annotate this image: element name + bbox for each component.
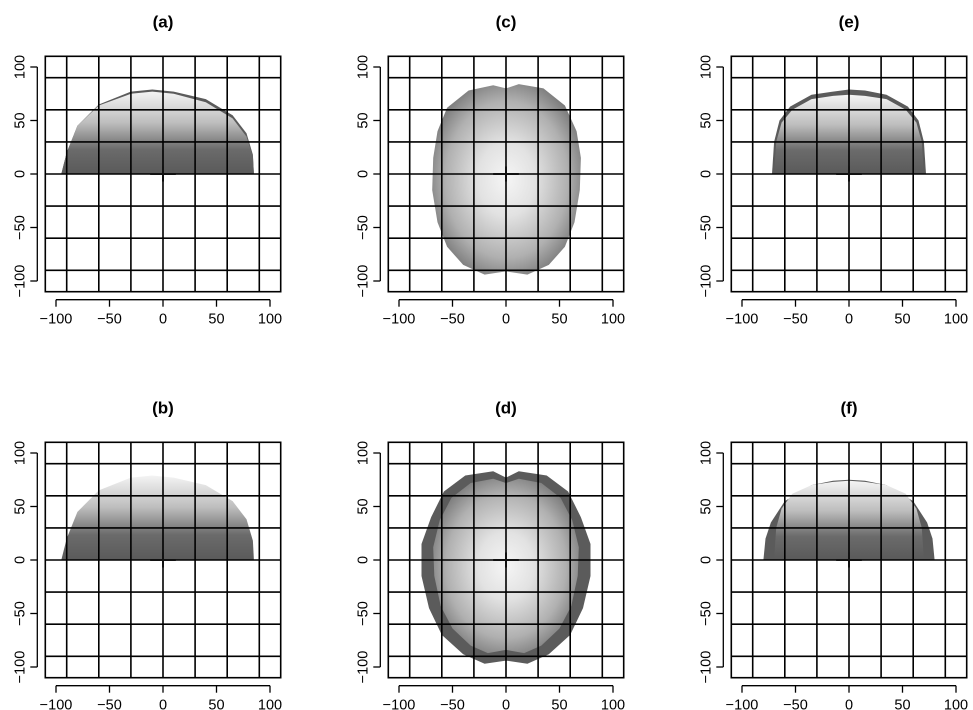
plot-frame (730, 55, 968, 293)
y-tick-label: 50 (12, 112, 28, 128)
y-tick-label: −50 (355, 601, 371, 626)
y-tick-label: 50 (355, 498, 371, 514)
x-tick-label: 100 (601, 312, 625, 328)
y-tick-label: 0 (698, 170, 714, 178)
panel-b: (b) −100 −50 0 50 100 −100 −50 0 50 100 (12, 398, 282, 710)
x-tick-label: 0 (159, 312, 167, 328)
x-tick-label: −100 (40, 312, 73, 328)
x-tick-label: 0 (502, 698, 510, 710)
y-tick-label: 100 (355, 55, 371, 79)
y-tick-label: −100 (12, 651, 28, 684)
x-tick-label: 50 (894, 698, 910, 710)
x-tick-label: 0 (502, 312, 510, 328)
plot-frame (44, 441, 282, 679)
y-tick-label: 100 (12, 55, 28, 79)
plot-frame (387, 441, 625, 679)
plot-frame (387, 55, 625, 293)
panel-title: (a) (153, 12, 174, 31)
x-tick-label: 50 (551, 312, 567, 328)
y-tick-label: 0 (698, 556, 714, 564)
x-tick-label: 100 (258, 698, 282, 710)
y-tick-label: −100 (698, 265, 714, 298)
y-tick-label: 100 (355, 441, 371, 465)
x-tick-label: −50 (783, 698, 808, 710)
panel-title: (b) (152, 398, 174, 417)
x-tick-label: −100 (726, 312, 759, 328)
y-tick-label: 50 (698, 112, 714, 128)
panel-e: (e) −100 −50 0 50 100 −100 −50 0 50 100 (698, 12, 968, 327)
y-tick-label: −100 (698, 651, 714, 684)
y-tick-label: −50 (698, 601, 714, 626)
panel-title: (e) (839, 12, 860, 31)
y-tick-label: −50 (698, 215, 714, 240)
x-tick-label: −50 (440, 312, 465, 328)
x-tick-label: −50 (97, 698, 122, 710)
y-tick-label: 0 (355, 170, 371, 178)
y-tick-label: −100 (355, 651, 371, 684)
panel-c: (c) −100 −50 0 50 100 −100 −50 0 50 100 (355, 12, 625, 327)
plot-frame (730, 441, 968, 679)
x-tick-label: 100 (258, 312, 282, 328)
y-tick-label: 100 (698, 441, 714, 465)
x-tick-label: −100 (383, 312, 416, 328)
y-tick-label: −100 (355, 265, 371, 298)
y-tick-label: 50 (12, 498, 28, 514)
x-tick-label: −100 (383, 698, 416, 710)
x-tick-label: 0 (159, 698, 167, 710)
x-tick-label: −100 (726, 698, 759, 710)
y-tick-label: 100 (698, 55, 714, 79)
x-tick-label: 100 (944, 312, 968, 328)
y-tick-label: −50 (355, 215, 371, 240)
x-tick-label: 0 (845, 312, 853, 328)
panel-a: (a) −100 −50 0 50 100 −100 −50 0 50 100 (12, 12, 282, 327)
panel-title: (f) (841, 398, 858, 417)
y-tick-label: 50 (355, 112, 371, 128)
x-tick-label: 0 (845, 698, 853, 710)
plot-frame (44, 55, 282, 293)
x-tick-label: −50 (440, 698, 465, 710)
y-tick-label: 0 (355, 556, 371, 564)
x-tick-label: 50 (208, 312, 224, 328)
panel-title: (c) (496, 12, 517, 31)
x-tick-label: 100 (601, 698, 625, 710)
y-tick-label: 50 (698, 498, 714, 514)
x-tick-label: 50 (551, 698, 567, 710)
x-tick-label: −50 (97, 312, 122, 328)
surface (61, 475, 254, 560)
x-tick-label: 50 (894, 312, 910, 328)
y-tick-label: −50 (12, 601, 28, 626)
y-tick-label: 0 (12, 170, 28, 178)
y-tick-label: 100 (12, 441, 28, 465)
panel-d: (d) −100 −50 0 50 100 −100 −50 0 50 100 (355, 398, 625, 710)
x-tick-label: 100 (944, 698, 968, 710)
y-tick-label: 0 (12, 556, 28, 564)
panel-f: (f) −100 −50 0 50 100 −100 −50 0 50 100 (698, 398, 968, 710)
y-tick-label: −50 (12, 215, 28, 240)
panel-title: (d) (495, 398, 517, 417)
x-tick-label: −100 (40, 698, 73, 710)
y-tick-label: −100 (12, 265, 28, 298)
x-tick-label: 50 (208, 698, 224, 710)
inner-surface (61, 91, 254, 174)
x-tick-label: −50 (783, 312, 808, 328)
